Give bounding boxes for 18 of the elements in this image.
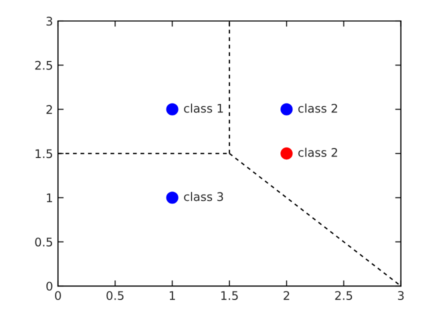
y-tick-label: 0.5 (35, 238, 52, 246)
y-tick-label: 3 (46, 16, 52, 26)
data-label: class 1 (184, 104, 223, 113)
y-tick-label: 2 (46, 105, 52, 114)
y-tick-label: 1 (46, 194, 52, 202)
y-tick-label: 0 (46, 282, 52, 291)
x-tick-label: 3 (398, 291, 404, 300)
data-label: class 2 (298, 104, 338, 113)
x-tick-label: 2.5 (335, 291, 352, 300)
x-tick-label: 2 (284, 291, 290, 300)
data-label: class 3 (184, 192, 224, 202)
y-tick-label: 2.5 (35, 60, 52, 70)
data-label: class 2 (298, 148, 338, 157)
y-tick-label: 1.5 (36, 149, 52, 158)
x-tick-label: 0 (55, 291, 61, 300)
x-tick-label: 0.5 (106, 291, 124, 300)
x-tick-label: 1 (170, 291, 175, 300)
x-tick-label: 1.5 (221, 291, 238, 300)
